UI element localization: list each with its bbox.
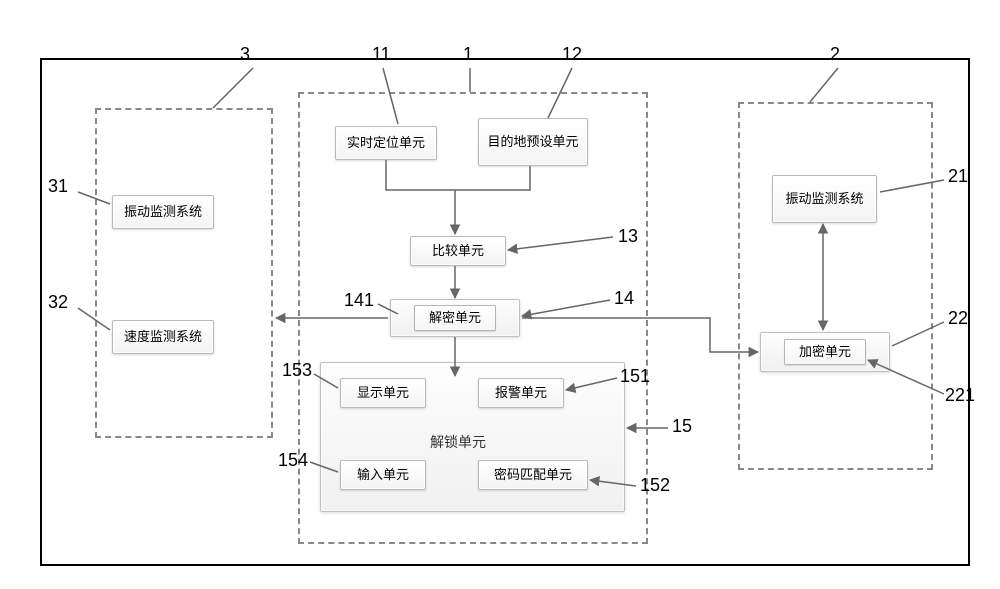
label-L21: 21 <box>948 166 968 187</box>
node-n14_inner: 解密单元 <box>414 305 496 331</box>
node-n15-label: 解锁单元 <box>430 432 486 452</box>
label-L12: 12 <box>562 44 582 65</box>
diagram-canvas: 解锁单元振动监测系统速度监测系统实时定位单元目的地预设单元比较单元显示单元报警单… <box>0 0 1000 589</box>
node-n31: 振动监测系统 <box>112 195 214 229</box>
label-L32: 32 <box>48 292 68 313</box>
region-r2 <box>738 102 933 470</box>
label-L15: 15 <box>672 416 692 437</box>
label-L154: 154 <box>278 450 308 471</box>
node-n11: 实时定位单元 <box>335 126 437 160</box>
node-n21: 振动监测系统 <box>772 175 877 223</box>
label-L153: 153 <box>282 360 312 381</box>
label-L22: 22 <box>948 308 968 329</box>
node-n153: 显示单元 <box>340 378 426 408</box>
label-L221: 221 <box>945 385 975 406</box>
label-L13: 13 <box>618 226 638 247</box>
node-n32: 速度监测系统 <box>112 320 214 354</box>
node-n22_inner: 加密单元 <box>784 339 866 365</box>
node-n12: 目的地预设单元 <box>478 118 588 166</box>
label-L3: 3 <box>240 44 250 65</box>
label-L141: 141 <box>344 290 374 311</box>
node-n151: 报警单元 <box>478 378 564 408</box>
node-n154: 输入单元 <box>340 460 426 490</box>
region-r3 <box>95 108 273 438</box>
label-L14: 14 <box>614 288 634 309</box>
node-n152: 密码匹配单元 <box>478 460 588 490</box>
label-L152: 152 <box>640 475 670 496</box>
label-L31: 31 <box>48 176 68 197</box>
node-n13: 比较单元 <box>410 236 506 266</box>
label-L2: 2 <box>830 44 840 65</box>
label-L1: 1 <box>463 44 473 65</box>
label-L151: 151 <box>620 366 650 387</box>
label-L11: 11 <box>372 44 391 65</box>
